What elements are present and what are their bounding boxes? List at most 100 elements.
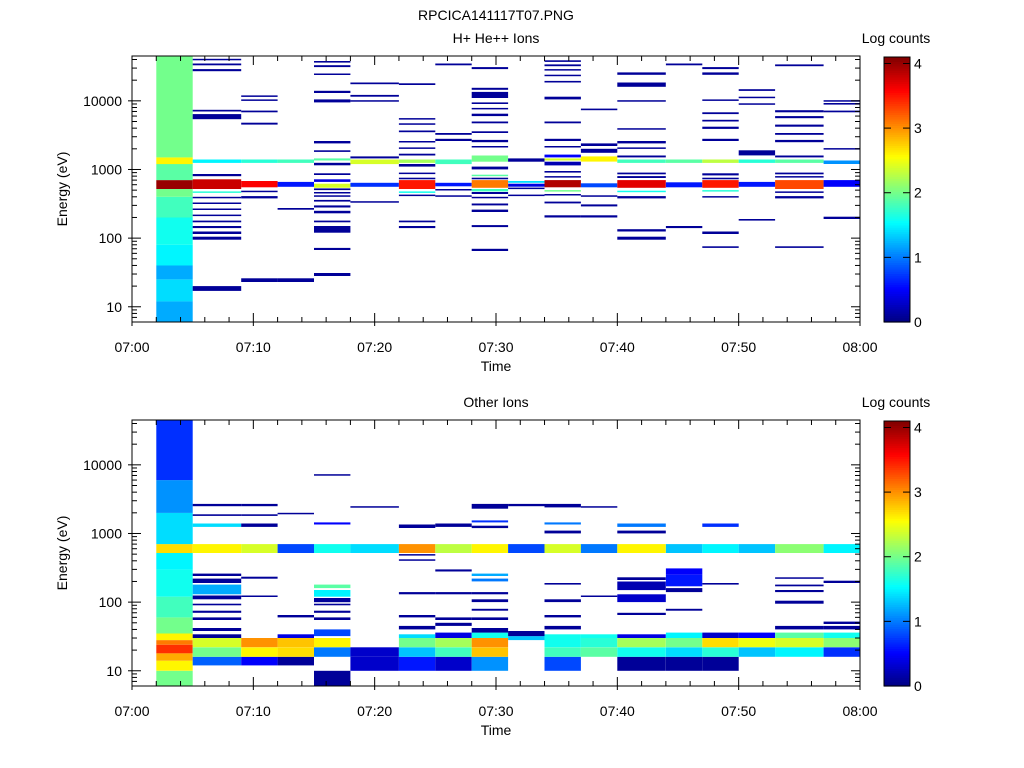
spectrogram-cell	[702, 67, 739, 70]
panel-top-colorbar-label: Log counts	[862, 30, 931, 46]
colorbar-swatch	[884, 630, 910, 634]
spectrogram-cell	[775, 632, 824, 638]
spectrogram-cell	[702, 647, 739, 657]
colorbar-swatch	[884, 143, 910, 146]
colorbar-tick-label: 1	[914, 613, 922, 629]
colorbar-swatch	[884, 257, 910, 261]
colorbar-swatch	[884, 438, 910, 442]
spectrogram-cell	[617, 176, 666, 178]
colorbar-swatch	[884, 535, 910, 539]
colorbar-swatch	[884, 436, 910, 440]
panel-top-axes: 07:00 07:10 07:20 07:30 07:40 07:50 08:00 10 100…	[83, 55, 878, 355]
colorbar-swatch	[884, 427, 910, 431]
colorbar-swatch	[884, 65, 910, 69]
spectrogram-cell	[617, 656, 666, 671]
spectrogram-cell	[156, 164, 193, 181]
colorbar-swatch	[884, 136, 910, 140]
colorbar-swatch	[884, 421, 910, 424]
colorbar-swatch	[884, 110, 910, 113]
spectrogram-cell	[156, 189, 193, 197]
spectrogram-cell	[350, 201, 399, 203]
spectrogram-cell	[617, 530, 666, 534]
spectrogram-cell	[775, 155, 824, 158]
spectrogram-cell	[471, 189, 509, 192]
colorbar-swatch	[884, 593, 910, 597]
spectrogram-cell	[241, 656, 278, 666]
colorbar-swatch	[884, 610, 910, 614]
colorbar-swatch	[884, 471, 910, 475]
spectrogram-cell	[241, 99, 278, 101]
colorbar-swatch	[884, 604, 910, 608]
spectrogram-cell	[544, 180, 581, 188]
colorbar-swatch	[884, 96, 910, 100]
colorbar-swatch	[884, 447, 910, 451]
spectrogram-cell	[823, 100, 860, 102]
spectrogram-cell	[580, 156, 618, 162]
colorbar-tick-label: 2	[914, 185, 922, 201]
colorbar-swatch	[884, 304, 910, 308]
spectrogram-cell	[156, 244, 193, 266]
spectrogram-cell	[241, 595, 278, 597]
spectrogram-cell	[192, 174, 242, 177]
colorbar-swatch	[884, 262, 910, 266]
spectrogram-cell	[156, 653, 193, 661]
colorbar-swatch	[884, 425, 910, 429]
colorbar-tick-label: 0	[914, 678, 922, 694]
colorbar-swatch	[884, 621, 910, 625]
colorbar-frame	[883, 56, 911, 323]
spectrogram-cell	[192, 647, 242, 657]
spectrogram-cell	[471, 87, 509, 90]
spectrogram-cell	[823, 632, 860, 638]
spectrogram-cell	[738, 89, 776, 91]
spectrogram-cell	[665, 647, 703, 657]
spectrogram-cell	[617, 647, 666, 657]
colorbar-swatch	[884, 679, 910, 683]
colorbar-swatch	[884, 209, 910, 213]
spectrogram-cell	[665, 226, 703, 229]
spectrogram-cell	[775, 139, 824, 143]
colorbar-swatch	[884, 527, 910, 530]
colorbar-swatch	[884, 566, 910, 570]
spectrogram-cell	[665, 608, 703, 611]
spectrogram-cell	[314, 617, 351, 620]
spectrogram-cell	[435, 638, 472, 648]
spectrogram-cell	[435, 133, 472, 135]
colorbar-swatch	[884, 423, 910, 427]
colorbar-swatch	[884, 571, 910, 574]
colorbar-swatch	[884, 288, 910, 292]
y-tick-label: 1000	[91, 525, 122, 541]
colorbar-swatch	[884, 582, 910, 586]
spectrogram-cell	[314, 61, 351, 63]
spectrogram-cell	[241, 95, 278, 97]
colorbar-swatch	[884, 591, 910, 594]
colorbar-swatch	[884, 533, 910, 537]
spectrogram-cell	[241, 181, 278, 188]
spectrogram-cell	[435, 523, 472, 527]
spectrogram-cell	[823, 647, 860, 657]
colorbar-swatch	[884, 92, 910, 96]
spectrogram-cell	[775, 116, 824, 119]
panel-bottom: Other Ions Log counts 07:00 07:10 07:20 07:…	[54, 394, 930, 738]
spectrogram-cell	[398, 634, 436, 638]
colorbar-swatch	[884, 185, 910, 188]
spectrogram-cell	[435, 617, 472, 620]
colorbar-swatch	[884, 134, 910, 138]
colorbar-swatch	[884, 187, 910, 191]
panel-top-colorbar: 0 1 2 3 4	[883, 55, 922, 330]
spectrogram-cell	[823, 544, 860, 553]
colorbar-swatch	[884, 606, 910, 610]
spectrogram-cell	[702, 246, 739, 248]
colorbar-swatch	[884, 180, 910, 184]
spectrogram-cell	[192, 220, 242, 223]
spectrogram-cell	[435, 632, 472, 638]
spectrogram-cell	[192, 584, 242, 595]
colorbar-swatch	[884, 626, 910, 630]
spectrogram-cell	[738, 219, 776, 221]
colorbar-swatch	[884, 114, 910, 118]
spectrogram-cell	[156, 180, 193, 189]
spectrogram-cell	[471, 192, 509, 194]
colorbar-swatch	[884, 564, 910, 568]
colorbar-swatch	[884, 485, 910, 488]
colorbar-swatch	[884, 683, 910, 687]
